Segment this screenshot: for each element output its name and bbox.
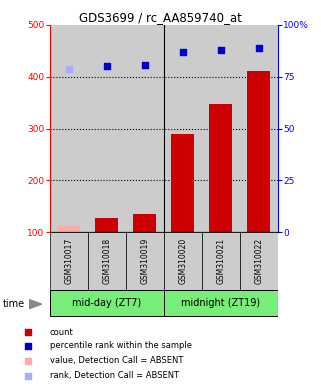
Point bbox=[26, 358, 31, 364]
Point bbox=[104, 63, 109, 70]
Point bbox=[26, 343, 31, 349]
Bar bbox=[88, 25, 126, 232]
Point bbox=[26, 329, 31, 335]
Text: time: time bbox=[3, 299, 25, 309]
Bar bbox=[88, 232, 126, 290]
Bar bbox=[247, 71, 270, 232]
Bar bbox=[95, 218, 118, 232]
Text: GSM310019: GSM310019 bbox=[140, 238, 149, 284]
Text: GSM310021: GSM310021 bbox=[216, 238, 225, 284]
Point bbox=[180, 49, 185, 55]
Text: GSM310020: GSM310020 bbox=[178, 238, 187, 284]
Text: GDS3699 / rc_AA859740_at: GDS3699 / rc_AA859740_at bbox=[79, 11, 242, 24]
Bar bbox=[50, 25, 88, 232]
Point bbox=[66, 65, 71, 71]
Bar bbox=[164, 25, 202, 232]
Text: GSM310018: GSM310018 bbox=[102, 238, 111, 284]
Text: GSM310022: GSM310022 bbox=[254, 238, 263, 284]
Point bbox=[218, 47, 223, 53]
Bar bbox=[202, 232, 240, 290]
Bar bbox=[164, 232, 202, 290]
Text: value, Detection Call = ABSENT: value, Detection Call = ABSENT bbox=[50, 356, 183, 365]
Bar bbox=[50, 232, 88, 290]
Point bbox=[26, 373, 31, 379]
Bar bbox=[164, 290, 278, 316]
Bar bbox=[133, 214, 156, 232]
Point bbox=[256, 45, 261, 51]
Bar bbox=[57, 226, 80, 232]
Bar bbox=[50, 290, 164, 316]
Polygon shape bbox=[29, 300, 42, 309]
Bar bbox=[171, 134, 194, 232]
Text: count: count bbox=[50, 328, 74, 336]
Bar bbox=[126, 25, 164, 232]
Bar bbox=[126, 232, 164, 290]
Bar bbox=[202, 25, 240, 232]
Text: rank, Detection Call = ABSENT: rank, Detection Call = ABSENT bbox=[50, 371, 179, 380]
Text: percentile rank within the sample: percentile rank within the sample bbox=[50, 341, 192, 351]
Point bbox=[142, 62, 147, 68]
Bar bbox=[240, 232, 278, 290]
Text: midnight (ZT19): midnight (ZT19) bbox=[181, 298, 260, 308]
Text: GSM310017: GSM310017 bbox=[64, 238, 73, 284]
Bar bbox=[209, 104, 232, 232]
Bar bbox=[240, 25, 278, 232]
Text: mid-day (ZT7): mid-day (ZT7) bbox=[72, 298, 141, 308]
